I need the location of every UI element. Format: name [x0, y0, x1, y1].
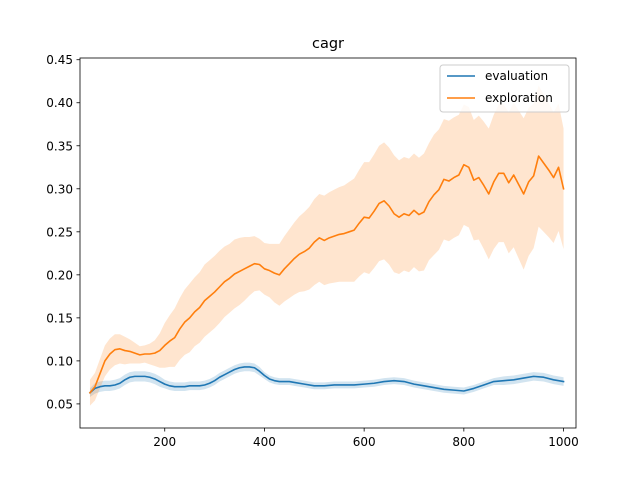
- y-tick-label-7: 0.40: [46, 96, 73, 110]
- series-lines: [88, 155, 565, 394]
- confidence-bands: [89, 85, 564, 406]
- x-tick-label-200: 200: [153, 435, 176, 449]
- y-tick-label-0: 0.05: [46, 397, 73, 411]
- legend: evaluation exploration: [439, 64, 570, 113]
- legend-label-exploration: exploration: [485, 91, 553, 105]
- plot-frame: [79, 57, 577, 429]
- y-tick-label-4: 0.25: [46, 225, 73, 239]
- band-evaluation: [89, 362, 564, 398]
- y-tick-label-6: 0.35: [46, 139, 73, 153]
- x-axis: 200 400 600 800 1000: [153, 428, 579, 449]
- band-exploration: [89, 85, 564, 406]
- y-tick-label-5: 0.30: [46, 182, 73, 196]
- line-exploration: [88, 155, 565, 394]
- y-axis: 0.05 0.10 0.15 0.20 0.25 0.30 0.35 0.40 0.45: [46, 53, 80, 411]
- x-tick-label-800: 800: [452, 435, 475, 449]
- y-tick-label-3: 0.20: [46, 268, 73, 282]
- x-tick-label-400: 400: [253, 435, 276, 449]
- y-tick-label-1: 0.10: [46, 354, 73, 368]
- x-tick-label-600: 600: [353, 435, 376, 449]
- y-tick-label-2: 0.15: [46, 311, 73, 325]
- chart-title: cagr: [312, 36, 344, 52]
- legend-label-evaluation: evaluation: [485, 69, 548, 83]
- line-evaluation: [88, 366, 565, 394]
- y-tick-label-8: 0.45: [46, 53, 73, 67]
- x-tick-label-1000: 1000: [548, 435, 579, 449]
